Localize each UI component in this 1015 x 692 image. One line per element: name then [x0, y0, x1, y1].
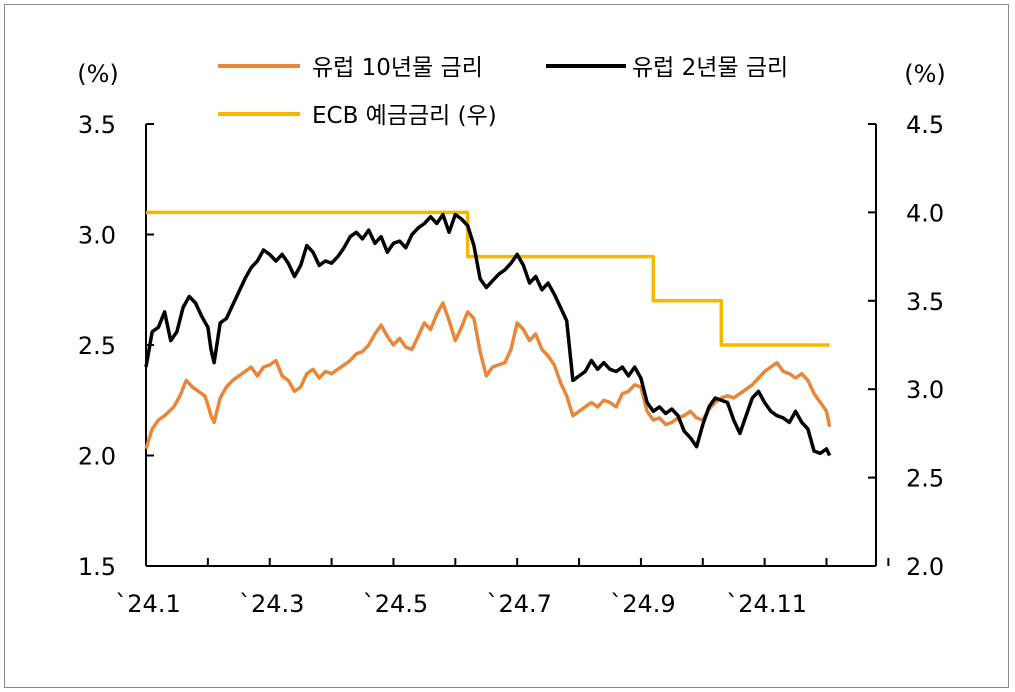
- right-tick-label: 3.0: [906, 376, 944, 404]
- legend-label: 유럽 10년물 금리: [312, 55, 483, 81]
- series-layer: [144, 210, 832, 457]
- right-tick-label: 4.0: [906, 199, 944, 227]
- right-tick-label: 4.5: [906, 111, 944, 139]
- left-tick-label: 2.0: [78, 443, 116, 471]
- legend: 유럽 10년물 금리 유럽 2년물 금리 ECB 예금금리 (우): [218, 55, 788, 129]
- x-tick-label: `24.3: [239, 590, 304, 618]
- x-tick-label: `24.1: [115, 590, 180, 618]
- right-tick-label: 2.0: [906, 553, 944, 581]
- left-unit-label: (%): [77, 60, 119, 88]
- x-tick-label: `24.11: [726, 590, 807, 618]
- series-line-ecb: [146, 210, 830, 347]
- left-tick-label: 2.5: [78, 332, 116, 360]
- chart-frame: [4, 4, 1009, 688]
- legend-label: ECB 예금금리 (우): [312, 103, 497, 129]
- left-tick-label: 1.5: [78, 553, 116, 581]
- x-tick-label: `24.7: [486, 590, 551, 618]
- left-tick-label: 3.5: [78, 111, 116, 139]
- x-tick-label: `24.5: [363, 590, 428, 618]
- left-tick-label: 3.0: [78, 222, 116, 250]
- x-tick-label: `24.9: [610, 590, 675, 618]
- right-tick-label: 2.5: [906, 465, 944, 493]
- right-unit-label: (%): [904, 60, 946, 88]
- series-line-2y: [144, 212, 832, 457]
- series-line-10y: [144, 301, 832, 450]
- legend-label: 유럽 2년물 금리: [632, 55, 788, 81]
- right-tick-label: 3.5: [906, 288, 944, 316]
- axes: 3.5 3.0 2.5 2.0 1.5 4.5 4.0 3.5 3.0 2.5 2.0 (%) (%) `…: [77, 60, 946, 618]
